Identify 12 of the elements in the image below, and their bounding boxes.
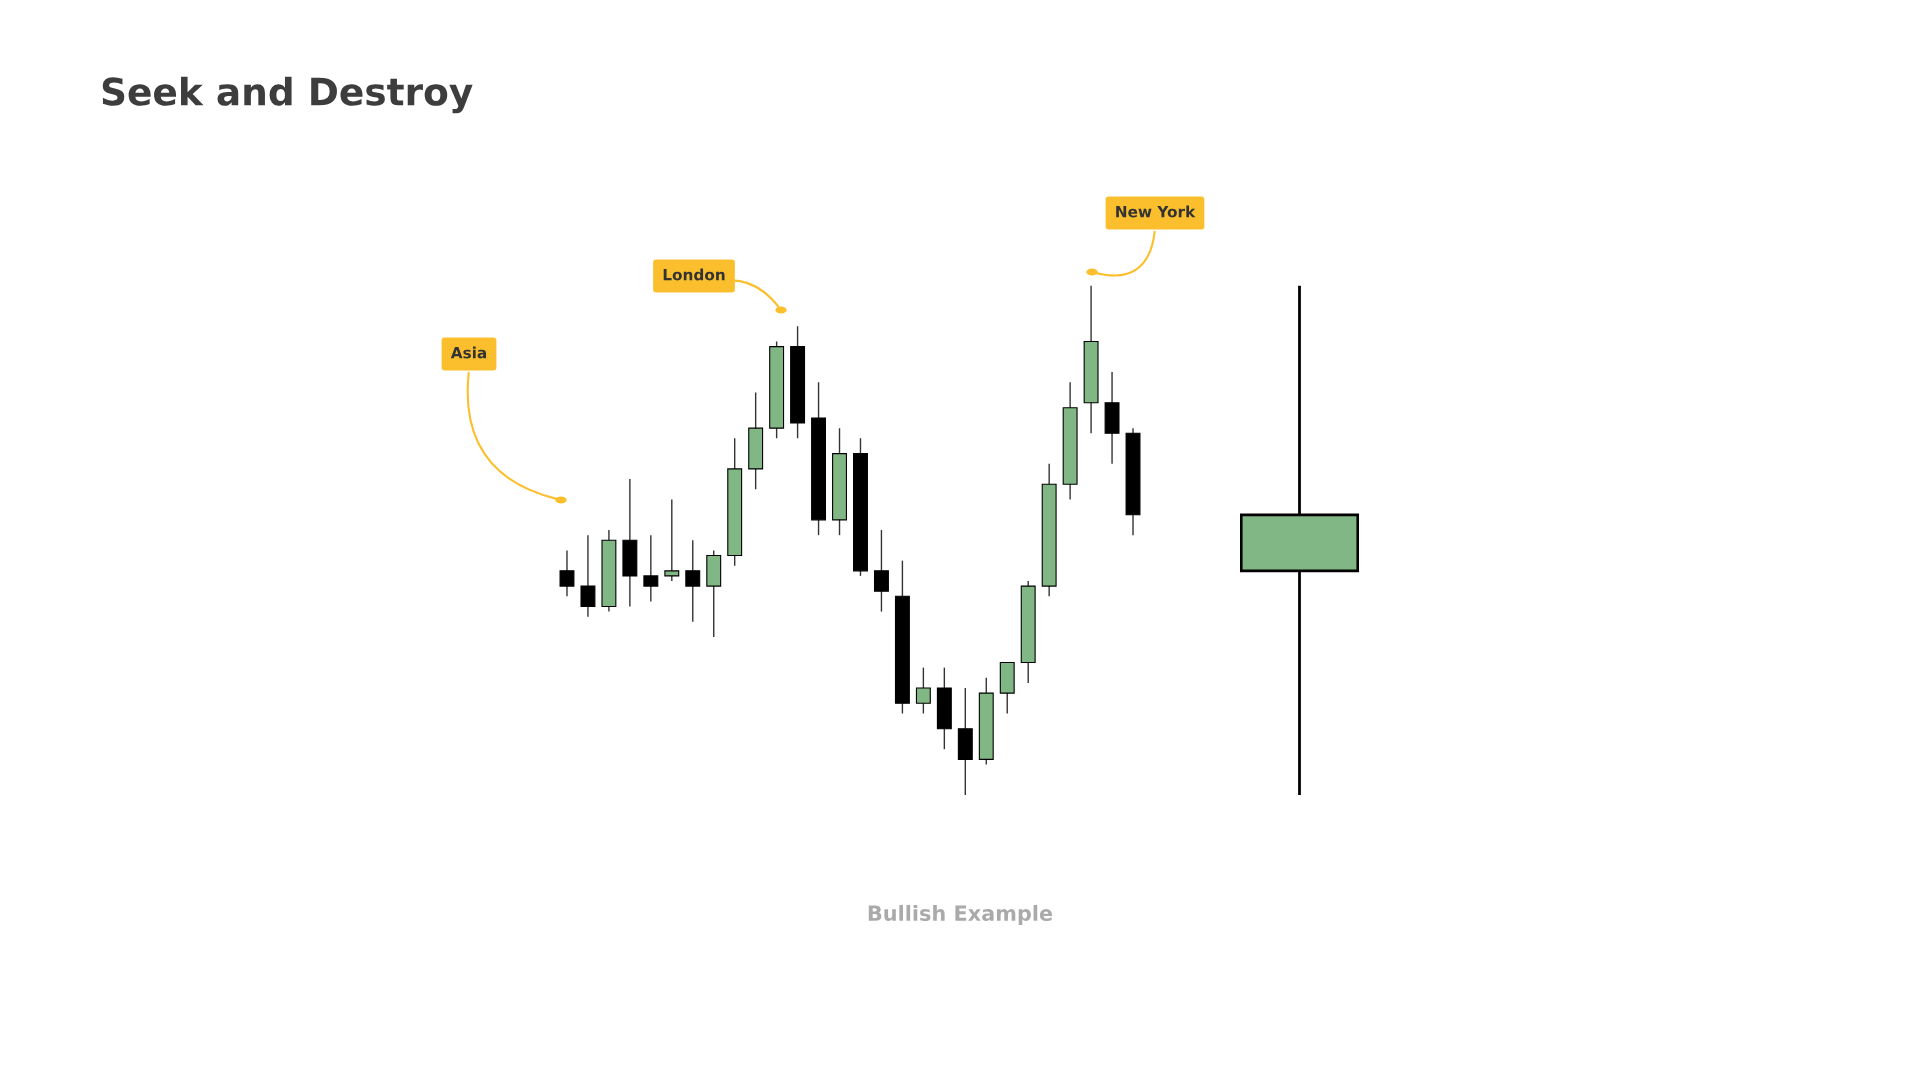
candlestick	[915, 666, 931, 715]
candlestick	[685, 539, 701, 623]
candlestick	[559, 549, 575, 597]
chart-title: Seek and Destroy	[102, 76, 473, 114]
text: London	[663, 268, 725, 281]
candlestick	[664, 498, 680, 582]
candlestick	[643, 534, 659, 603]
text: Asia	[450, 346, 487, 359]
candlestick	[873, 529, 889, 613]
candlestick	[580, 534, 596, 618]
text: Bullish Example	[868, 904, 1053, 926]
text: New York	[1116, 205, 1196, 218]
